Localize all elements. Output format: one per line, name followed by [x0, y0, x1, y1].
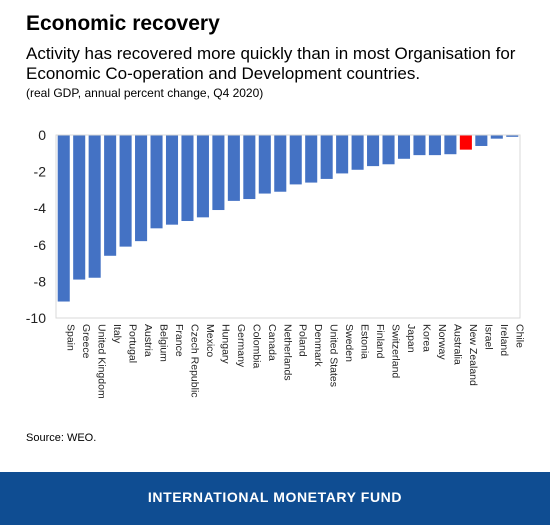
y-tick-label: -6 — [34, 237, 47, 253]
x-category-label: Ireland — [498, 324, 510, 356]
x-category-label: Italy — [111, 324, 123, 344]
bar — [367, 135, 380, 167]
x-category-label: Japan — [405, 324, 417, 353]
bar — [243, 135, 256, 200]
bar — [413, 135, 426, 156]
bar — [506, 135, 519, 137]
y-tick-label: -4 — [34, 200, 47, 216]
x-category-label: Chile — [513, 324, 525, 348]
x-category-label: Germany — [235, 324, 247, 368]
bar — [181, 135, 194, 222]
x-category-label: Greece — [80, 324, 92, 359]
y-axis: 0 -2 -4 -6 -8 -10 — [26, 127, 46, 326]
bar — [258, 135, 271, 194]
y-tick-label: -8 — [34, 273, 47, 289]
x-category-label: Czech Republic — [188, 324, 200, 398]
x-category-label: France — [173, 324, 185, 357]
x-category-label: Hungary — [219, 324, 231, 364]
x-category-label: Canada — [266, 324, 278, 361]
y-tick-label: -2 — [34, 164, 47, 180]
bar — [475, 135, 488, 146]
bar — [212, 135, 225, 211]
x-category-label: Israel — [482, 324, 494, 350]
bar — [88, 135, 101, 278]
x-category-label: Australia — [451, 324, 463, 365]
x-category-label: Colombia — [250, 324, 262, 369]
bar — [104, 135, 117, 256]
bar — [351, 135, 364, 170]
bar — [444, 135, 457, 155]
footer-banner: INTERNATIONAL MONETARY FUND — [0, 472, 550, 525]
bar — [73, 135, 86, 280]
x-category-label: Norway — [436, 324, 448, 360]
x-category-label: Denmark — [312, 324, 324, 367]
x-category-label: Belgium — [158, 324, 170, 362]
chart-title: Economic recovery — [26, 12, 220, 35]
y-tick-label: 0 — [38, 127, 46, 143]
bar — [289, 135, 302, 185]
x-category-label: United States — [328, 324, 340, 387]
bar — [227, 135, 240, 201]
bar — [119, 135, 132, 247]
bar — [459, 135, 472, 150]
y-tick-label: -10 — [26, 310, 46, 326]
x-category-label: Mexico — [204, 324, 216, 357]
bar — [305, 135, 318, 183]
bar — [397, 135, 411, 159]
bar — [150, 135, 163, 229]
x-category-label: Switzerland — [390, 324, 402, 378]
x-category-label: Korea — [420, 324, 432, 352]
x-category-label: Netherlands — [281, 324, 293, 381]
chart-subtitle: Activity has recovered more quickly than… — [26, 44, 516, 83]
bar — [382, 135, 395, 165]
x-category-label: Estonia — [359, 324, 371, 359]
bar — [165, 135, 179, 225]
bar-chart: 0 -2 -4 -6 -8 -10 Spain Greece United Kingdom It… — [26, 127, 526, 399]
bar — [490, 135, 503, 139]
x-category-label: Finland — [374, 324, 386, 359]
x-category-label: Portugal — [127, 324, 139, 363]
x-axis-labels: Spain Greece United Kingdom Italy Portugal Au… — [65, 324, 526, 399]
bar — [336, 135, 349, 174]
bar — [196, 135, 209, 218]
bar — [274, 135, 287, 192]
x-category-label: United Kingdom — [96, 324, 108, 399]
x-category-label: Spain — [65, 324, 77, 351]
bar — [428, 135, 441, 156]
x-category-label: Poland — [297, 324, 309, 357]
bar — [135, 135, 148, 242]
bar — [320, 135, 333, 179]
x-category-label: Austria — [142, 324, 154, 357]
x-category-label: Sweden — [343, 324, 355, 362]
chart-units-note: (real GDP, annual percent change, Q4 202… — [26, 86, 264, 100]
bar — [57, 135, 70, 302]
x-category-label: New Zealand — [467, 324, 479, 386]
footer-brand-label: INTERNATIONAL MONETARY FUND — [147, 489, 403, 505]
source-note: Source: WEO. — [26, 432, 97, 444]
bars-group — [57, 135, 519, 302]
